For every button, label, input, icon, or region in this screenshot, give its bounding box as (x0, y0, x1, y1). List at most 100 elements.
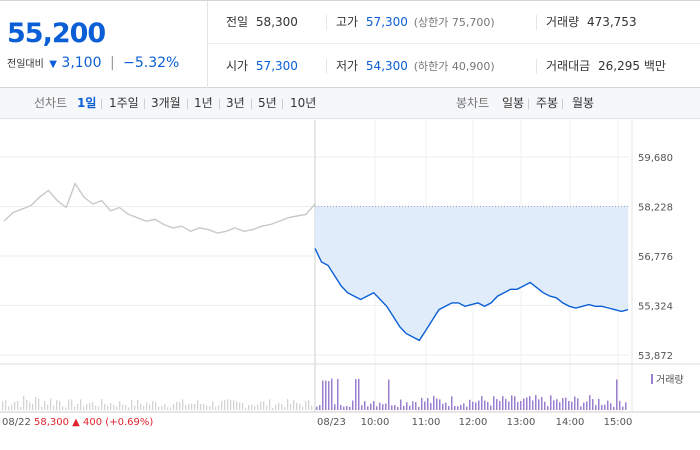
volume-bar (131, 399, 133, 410)
volume-bar (388, 379, 390, 410)
volume-bar (577, 398, 579, 410)
stat-prev-close: 전일 58,300 (226, 1, 298, 44)
volume-bar (397, 406, 399, 410)
down-arrow-icon: ▼ (49, 59, 57, 70)
stat-value: 57,300 (365, 15, 408, 29)
volume-bar (182, 399, 184, 410)
volume-bar (619, 400, 621, 410)
today-line (314, 248, 629, 342)
volume-bar (53, 405, 55, 410)
volume-bar (47, 404, 49, 410)
stat-label: 시가 (226, 59, 249, 73)
y-tick-label: 55,324 (638, 302, 673, 313)
tab-monthly[interactable]: 월봉 (572, 96, 595, 110)
candle-chart-label: 봉차트 (456, 96, 490, 110)
volume-bar (325, 380, 327, 410)
volume-bar (337, 379, 339, 410)
volume-bar (364, 401, 366, 410)
volume-bar (355, 379, 357, 410)
volume-bar (538, 399, 540, 410)
stats-grid: 전일 58,300 고가 57,300 (상한가 75,700) 거래량 473… (208, 1, 700, 88)
volume-bar (311, 405, 313, 410)
volume-bar (50, 398, 52, 410)
volume-legend-swatch (651, 374, 653, 384)
volume-bar (607, 400, 609, 410)
volume-bar (421, 397, 423, 410)
tab-3m[interactable]: 3개월 (151, 96, 181, 110)
volume-bar (197, 400, 199, 410)
volume-bar (149, 404, 151, 410)
volume-bar (167, 407, 169, 410)
volume-bar (191, 403, 193, 410)
divider (219, 99, 220, 109)
volume-bar (352, 400, 354, 410)
volume-bar (442, 403, 444, 410)
tab-5y[interactable]: 5년 (258, 96, 277, 110)
volume-bar (2, 401, 4, 410)
volume-bar (29, 402, 31, 410)
tab-1d[interactable]: 1일 (77, 96, 97, 110)
y-tick-label: 59,680 (638, 153, 673, 164)
volume-bar (215, 406, 217, 410)
volume-bar (86, 404, 88, 410)
volume-bar (346, 406, 348, 410)
tab-1w[interactable]: 1주일 (109, 96, 139, 110)
volume-bar (257, 404, 259, 410)
volume-bar (17, 400, 19, 410)
volume-bar (427, 398, 429, 410)
volume-bar (140, 403, 142, 410)
volume-bar (89, 403, 91, 410)
volume-bar (439, 399, 441, 410)
volume-bar (529, 396, 531, 410)
tab-weekly[interactable]: 주봉 (536, 96, 559, 110)
volume-bar (65, 407, 67, 410)
volume-bar (376, 406, 378, 410)
volume-bar (409, 405, 411, 410)
volume-bar (430, 402, 432, 410)
volume-bar (107, 405, 109, 410)
volume-bar (580, 406, 582, 410)
divider (251, 99, 252, 109)
volume-bar (116, 406, 118, 410)
volume-bar (520, 401, 522, 410)
volume-bar (361, 405, 363, 410)
today-series (314, 248, 629, 342)
volume-bar (367, 406, 369, 410)
volume-bar (418, 406, 420, 410)
prev-session-series (3, 182, 316, 234)
prev-session-line (3, 182, 316, 234)
volume-bar (299, 403, 301, 410)
volume-bar (284, 407, 286, 410)
volume-bar (188, 404, 190, 410)
tab-3y[interactable]: 3년 (226, 96, 245, 110)
volume-bar (556, 399, 558, 410)
stat-value: 57,300 (255, 59, 298, 73)
volume-bar (152, 401, 154, 410)
x-tick-label: 08/22 (2, 417, 31, 428)
divider (326, 59, 327, 74)
stat-label: 거래량 (546, 15, 580, 29)
x-tick-label: 12:00 (459, 417, 488, 428)
tab-1y[interactable]: 1년 (194, 96, 213, 110)
reference-area (315, 206, 628, 341)
volume-bar (568, 400, 570, 410)
divider (528, 99, 529, 109)
volume-bar (511, 395, 513, 410)
volume-bar (251, 404, 253, 410)
stat-amount: 거래대금 26,295 백만 (546, 45, 666, 88)
volume-bar (110, 403, 112, 410)
volume-bar (466, 406, 468, 410)
tab-daily[interactable]: 일봉 (502, 96, 525, 110)
change-label: 전일대비 (7, 59, 44, 70)
volume-bar (391, 405, 393, 410)
volume-bar (92, 401, 94, 410)
tab-10y[interactable]: 10년 (290, 96, 317, 110)
volume-bar (523, 398, 525, 410)
volume-bar (83, 406, 85, 410)
volume-bar (20, 406, 22, 410)
volume-bar (179, 402, 181, 410)
divider (101, 99, 102, 109)
divider (536, 15, 537, 30)
x-tick-label: 14:00 (556, 417, 585, 428)
volume-bar (269, 399, 271, 410)
